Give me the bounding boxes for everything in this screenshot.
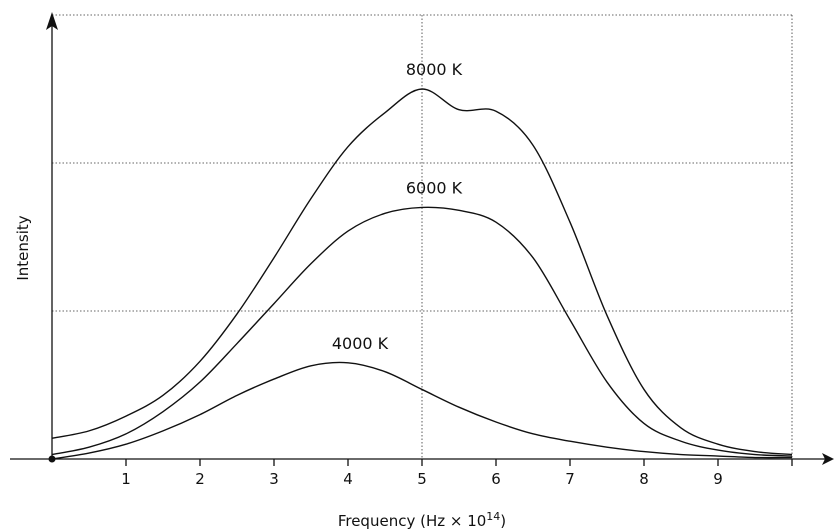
x-tick-label-6: 6 bbox=[491, 470, 501, 488]
axes bbox=[10, 12, 834, 465]
y-axis-arrow bbox=[46, 12, 58, 30]
x-axis-label: Frequency (Hz × 1014) bbox=[338, 510, 506, 530]
x-tick-label-2: 2 bbox=[195, 470, 205, 488]
grid-lines bbox=[52, 14, 793, 459]
curve-label-8000-k: 8000 K bbox=[406, 60, 463, 79]
curves bbox=[51, 88, 793, 460]
curve-4000-k bbox=[51, 361, 793, 460]
curve-label-6000-k: 6000 K bbox=[406, 178, 463, 197]
x-ticks: 1 2 3 4 5 6 7 8 9 bbox=[121, 459, 793, 488]
x-axis-arrow bbox=[822, 453, 834, 465]
x-tick-label-4: 4 bbox=[343, 470, 353, 488]
x-tick-label-9: 9 bbox=[713, 470, 723, 488]
x-tick-label-5: 5 bbox=[417, 470, 427, 488]
curve-label-4000-k: 4000 K bbox=[332, 334, 389, 353]
y-axis-label: Intensity bbox=[14, 215, 32, 280]
x-tick-label-7: 7 bbox=[565, 470, 575, 488]
x-tick-label-3: 3 bbox=[269, 470, 279, 488]
curve-6000-k bbox=[51, 206, 793, 457]
x-tick-label-8: 8 bbox=[639, 470, 649, 488]
curve-8000-k bbox=[51, 88, 793, 456]
curve-labels: 8000 K 6000 K 4000 K bbox=[332, 60, 463, 353]
x-tick-label-1: 1 bbox=[121, 470, 131, 488]
